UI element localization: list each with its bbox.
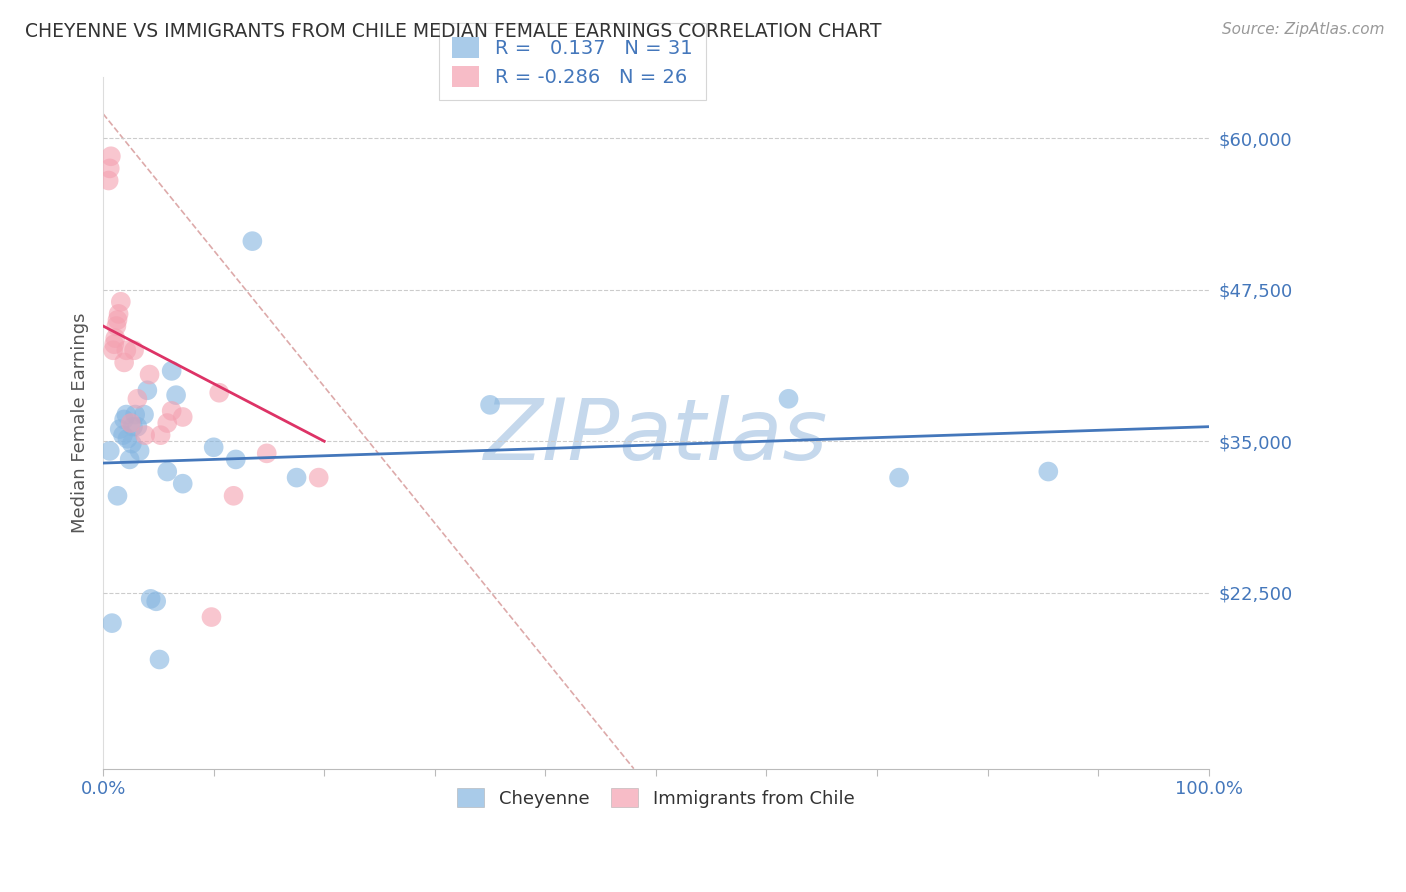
Point — [101, 616, 124, 631]
Point — [128, 444, 150, 458]
Point — [208, 385, 231, 400]
Point — [132, 408, 155, 422]
Point — [148, 652, 170, 666]
Point — [145, 594, 167, 608]
Point — [122, 419, 145, 434]
Point — [160, 364, 183, 378]
Point — [200, 610, 222, 624]
Point — [103, 337, 125, 351]
Point — [112, 412, 135, 426]
Point — [136, 384, 159, 398]
Point — [222, 489, 245, 503]
Point — [149, 428, 172, 442]
Point — [118, 452, 141, 467]
Point — [165, 388, 187, 402]
Point — [1038, 465, 1060, 479]
Point — [108, 422, 131, 436]
Point — [285, 470, 308, 484]
Point — [134, 428, 156, 442]
Point — [308, 470, 330, 484]
Text: ZIPatlas: ZIPatlas — [484, 395, 828, 478]
Point — [98, 444, 121, 458]
Point — [172, 476, 194, 491]
Point — [887, 470, 910, 484]
Point — [121, 436, 143, 450]
Point — [127, 392, 149, 406]
Point — [122, 343, 145, 358]
Point — [172, 409, 194, 424]
Point — [479, 398, 502, 412]
Point — [138, 368, 160, 382]
Point — [124, 408, 146, 422]
Point — [98, 161, 121, 176]
Point — [107, 307, 129, 321]
Point — [117, 432, 139, 446]
Point — [112, 355, 135, 369]
Point — [100, 149, 122, 163]
Point — [107, 489, 129, 503]
Point — [104, 331, 127, 345]
Point — [202, 440, 225, 454]
Point — [107, 313, 129, 327]
Point — [160, 404, 183, 418]
Point — [256, 446, 278, 460]
Point — [127, 419, 149, 434]
Y-axis label: Median Female Earnings: Median Female Earnings — [72, 313, 89, 533]
Point — [110, 294, 132, 309]
Point — [97, 173, 120, 187]
Point — [112, 428, 135, 442]
Point — [115, 343, 138, 358]
Text: CHEYENNE VS IMMIGRANTS FROM CHILE MEDIAN FEMALE EARNINGS CORRELATION CHART: CHEYENNE VS IMMIGRANTS FROM CHILE MEDIAN… — [25, 22, 882, 41]
Point — [120, 416, 142, 430]
Point — [778, 392, 800, 406]
Point — [240, 234, 263, 248]
Point — [156, 465, 179, 479]
Legend: Cheyenne, Immigrants from Chile: Cheyenne, Immigrants from Chile — [450, 781, 862, 815]
Point — [139, 591, 162, 606]
Text: Source: ZipAtlas.com: Source: ZipAtlas.com — [1222, 22, 1385, 37]
Point — [225, 452, 247, 467]
Point — [101, 343, 124, 358]
Point — [105, 319, 128, 334]
Point — [156, 416, 179, 430]
Point — [115, 408, 138, 422]
